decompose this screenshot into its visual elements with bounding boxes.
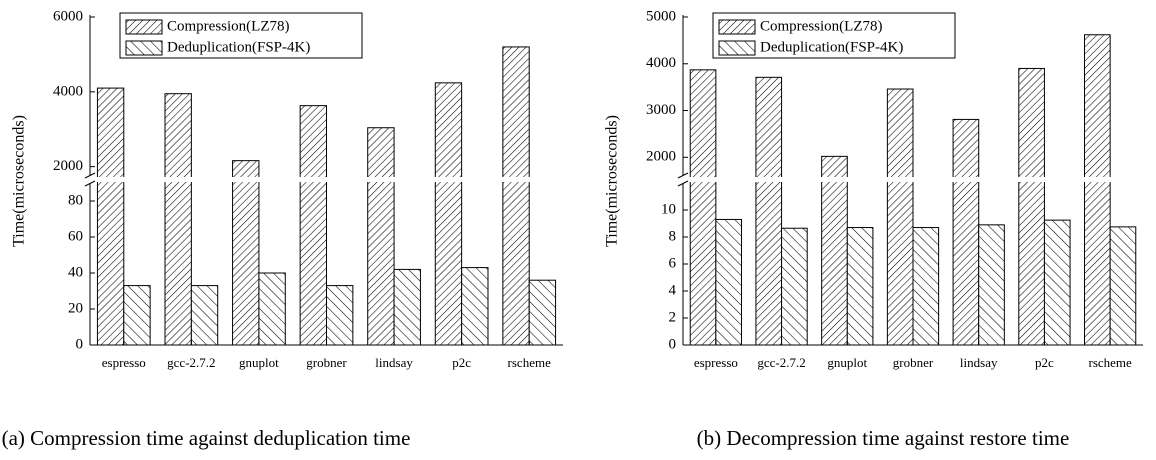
legend-swatch — [718, 40, 756, 56]
y-tick-label: 3000 — [646, 102, 676, 118]
y-axis-label: Time(microseconds) — [11, 115, 28, 247]
legend-label: Compression(LZ78) — [760, 18, 882, 34]
bar — [393, 268, 421, 346]
bar — [689, 69, 717, 346]
bar — [1084, 34, 1111, 346]
y-tick-label: 0 — [669, 336, 677, 352]
bar — [846, 227, 874, 346]
x-tick-label: espresso — [102, 355, 146, 370]
bar — [952, 118, 980, 346]
y-tick-label: 10 — [661, 201, 676, 217]
bar — [326, 285, 354, 346]
y-tick-label: 2 — [669, 309, 677, 325]
axis-break-mark — [84, 180, 96, 187]
x-tick-label: rscheme — [1088, 355, 1132, 370]
bar — [912, 227, 940, 346]
axis-break-gap — [86, 177, 563, 182]
x-tick-label: rscheme — [508, 355, 552, 370]
axis-break-gap — [679, 177, 1143, 182]
y-tick-label: 2000 — [646, 149, 676, 165]
x-tick-label: grobner — [306, 355, 347, 370]
x-tick-label: espresso — [694, 355, 738, 370]
bar — [190, 285, 219, 346]
bar — [502, 46, 530, 346]
bar — [781, 227, 808, 346]
bar — [123, 285, 151, 346]
y-tick-label: 0 — [76, 336, 84, 352]
x-tick-label: gnuplot — [239, 355, 279, 370]
bar — [299, 105, 328, 346]
x-tick-label: gnuplot — [827, 355, 867, 370]
y-tick-label: 40 — [68, 264, 83, 280]
legend-label: Compression(LZ78) — [167, 18, 289, 34]
y-tick-label: 6000 — [53, 8, 83, 24]
y-tick-label: 4 — [669, 282, 677, 298]
x-tick-label: gcc-2.7.2 — [757, 355, 805, 370]
y-tick-label: 2000 — [53, 158, 83, 174]
bar — [755, 76, 783, 346]
x-tick-label: lindsay — [375, 355, 413, 370]
legend-swatch — [718, 19, 756, 35]
x-tick-label: lindsay — [960, 355, 998, 370]
bar — [886, 88, 914, 346]
caption: (b) Decompression time against restore t… — [697, 426, 1070, 450]
y-axis-label: Time(microseconds) — [604, 115, 621, 247]
y-tick-label: 60 — [68, 228, 83, 244]
bar — [978, 224, 1005, 346]
bar — [1018, 67, 1045, 346]
x-tick-label: p2c — [1035, 355, 1054, 370]
y-tick-label: 6 — [669, 255, 677, 271]
bar — [1043, 219, 1071, 346]
x-tick-label: grobner — [893, 355, 934, 370]
y-tick-label: 20 — [68, 300, 83, 316]
caption: (a) Compression time against deduplicati… — [2, 426, 411, 450]
legend-swatch — [125, 40, 163, 56]
bar — [367, 127, 395, 346]
bar — [164, 93, 192, 346]
bar — [821, 155, 848, 346]
y-tick-label: 4000 — [53, 83, 83, 99]
x-tick-label: p2c — [452, 355, 471, 370]
legend-swatch — [125, 19, 163, 35]
bar — [461, 267, 489, 346]
bar — [715, 218, 742, 346]
axis-break-mark — [677, 172, 689, 179]
bar — [434, 82, 463, 346]
bar — [232, 160, 260, 346]
y-tick-label: 8 — [669, 228, 677, 244]
x-tick-label: gcc-2.7.2 — [167, 355, 215, 370]
y-tick-label: 4000 — [646, 55, 676, 71]
bar — [1109, 226, 1137, 346]
y-tick-label: 80 — [68, 192, 83, 208]
legend-label: Deduplication(FSP-4K) — [167, 39, 310, 55]
bar — [258, 272, 286, 346]
axis-break-mark — [84, 172, 96, 179]
axis-break-mark — [677, 180, 689, 187]
bar — [96, 87, 125, 346]
legend-label: Deduplication(FSP-4K) — [760, 39, 903, 55]
y-tick-label: 5000 — [646, 8, 676, 24]
bar — [528, 279, 557, 346]
